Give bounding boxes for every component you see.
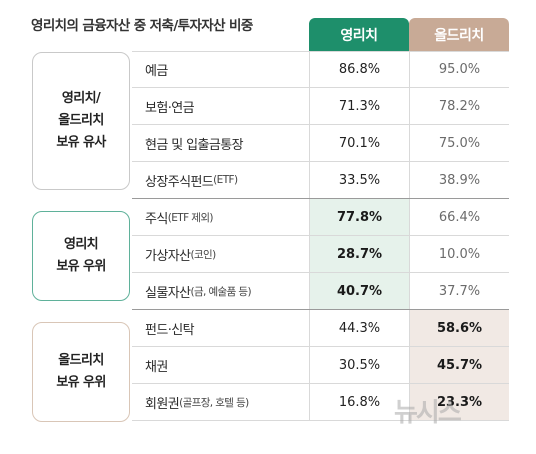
table-row: 펀드·신탁 44.3% 58.6% [132, 310, 509, 347]
column-header-young-rich: 영리치 [309, 18, 409, 51]
young-value: 71.3% [309, 88, 409, 124]
table-row: 상장주식펀드 (ETF) 33.5% 38.9% [132, 162, 509, 199]
table-row: 채권 30.5% 45.7% [132, 347, 509, 384]
young-value: 44.3% [309, 310, 409, 346]
old-value: 75.0% [409, 125, 509, 161]
row-label: 예금 [145, 64, 168, 79]
group-old-line-2: 보유 우위 [56, 375, 106, 390]
group-similar-line-2: 올드리치 [58, 113, 104, 128]
young-value: 77.8% [309, 199, 409, 235]
row-label: 펀드·신탁 [145, 322, 195, 338]
row-label: 현금 및 입출금통장 [145, 137, 244, 153]
table-row: 예금 86.8% 95.0% [132, 51, 509, 88]
row-label: 가상자산 (코인) [145, 248, 216, 264]
old-value: 45.7% [409, 347, 509, 383]
row-label: 실물자산 (금, 예술품 등) [145, 285, 252, 301]
young-value: 33.5% [309, 162, 409, 198]
old-value: 66.4% [409, 199, 509, 235]
row-label: 주식 (ETF 제외) [145, 211, 213, 227]
newsis-watermark: 뉴시스 [394, 398, 462, 428]
table-row: 가상자산 (코인) 28.7% 10.0% [132, 236, 509, 273]
group-young-line-2: 보유 우위 [56, 259, 106, 274]
group-similar-line-3: 보유 유사 [56, 135, 106, 150]
young-value: 16.8% [309, 384, 409, 420]
group-similar-label: 영리치/ 올드리치 보유 유사 [32, 52, 130, 190]
old-value: 95.0% [409, 52, 509, 87]
old-value: 78.2% [409, 88, 509, 124]
old-value: 58.6% [409, 310, 509, 346]
young-value: 86.8% [309, 52, 409, 87]
old-value: 23.3% [409, 384, 509, 420]
old-value: 10.0% [409, 236, 509, 272]
table-row: 보험·연금 71.3% 78.2% [132, 88, 509, 125]
old-value: 38.9% [409, 162, 509, 198]
group-young-dominant-label: 영리치 보유 우위 [32, 211, 130, 301]
row-label: 회원권 (골프장, 호텔 등) [145, 396, 249, 412]
table-row: 현금 및 입출금통장 70.1% 75.0% [132, 125, 509, 162]
row-label: 채권 [145, 359, 168, 375]
table-row: 주식 (ETF 제외) 77.8% 66.4% [132, 199, 509, 236]
group-similar-line-1: 영리치/ [61, 91, 101, 106]
table-row: 실물자산 (금, 예술품 등) 40.7% 37.7% [132, 273, 509, 310]
young-value: 28.7% [309, 236, 409, 272]
old-value: 37.7% [409, 273, 509, 309]
table-row: 회원권 (골프장, 호텔 등) 16.8% 23.3% [132, 384, 509, 421]
group-young-line-1: 영리치 [63, 237, 99, 252]
group-old-dominant-label: 올드리치 보유 우위 [32, 322, 130, 422]
young-value: 40.7% [309, 273, 409, 309]
young-value: 70.1% [309, 125, 409, 161]
column-header-old-rich: 올드리치 [409, 18, 509, 51]
page-title: 영리치의 금융자산 중 저축/투자자산 비중 [31, 18, 253, 34]
young-value: 30.5% [309, 347, 409, 383]
group-old-line-1: 올드리치 [58, 353, 104, 368]
row-label: 보험·연금 [145, 100, 195, 116]
asset-table: 예금 86.8% 95.0% 보험·연금 71.3% 78.2% 현금 및 입출… [132, 51, 509, 421]
row-label: 상장주식펀드 (ETF) [145, 174, 238, 190]
